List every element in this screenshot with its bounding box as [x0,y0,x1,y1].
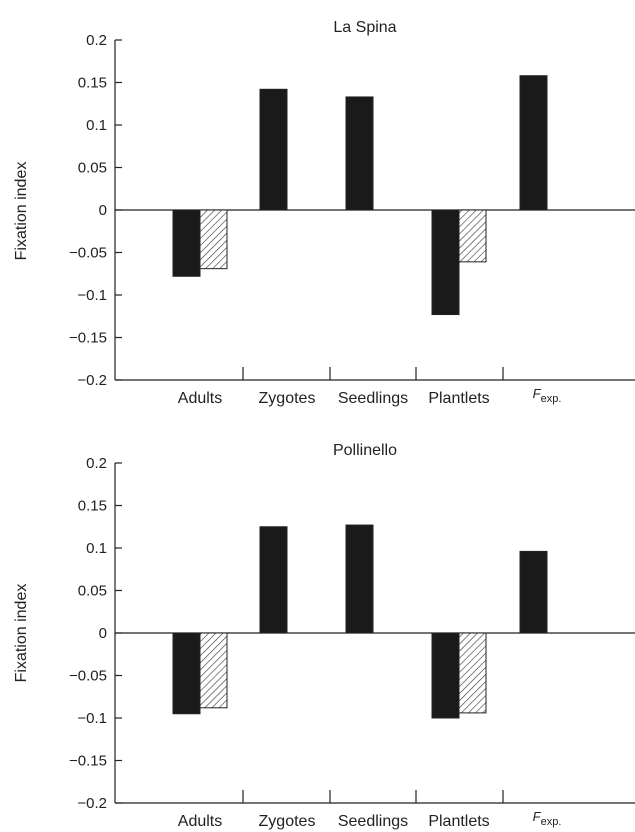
y-tick-label: 0.1 [86,540,107,557]
y-axis-label: Fixation index [13,584,30,683]
bar-f-solid [520,551,547,633]
y-tick-label: 0.15 [78,75,107,92]
y-ticks: 0.2 0.15 0.1 0.05 0 −0.05 −0.1 −0.15 −0.2 [69,32,122,389]
y-tick-label: −0.2 [77,795,107,812]
y-tick-label: 0.2 [86,32,107,49]
bar-plantlets-solid [432,633,459,718]
bar-adults-solid [173,633,200,714]
bar-adults-hatched [200,210,227,269]
chart-title: Pollinello [333,442,397,459]
bar-plantlets-hatched [459,633,486,713]
y-tick-label: 0.15 [78,498,107,515]
x-tick-label: Fexp. [533,809,562,828]
bars [173,76,547,315]
bar-plantlets-solid [432,210,459,315]
y-tick-label: 0.05 [78,583,107,600]
bar-f-solid [520,76,547,210]
chart-title: La Spina [333,19,396,36]
x-tick-label: Zygotes [259,813,316,830]
y-tick-label: 0 [99,202,107,219]
x-tick-label: Seedlings [338,390,408,407]
bar-adults-hatched [200,633,227,708]
bar-adults-solid [173,210,200,276]
y-tick-label: −0.05 [69,245,107,262]
y-tick-label: 0.1 [86,117,107,134]
bar-seedlings-solid [346,97,373,210]
x-tick-label: Adults [178,813,222,830]
bar-seedlings-solid [346,525,373,633]
y-tick-label: 0.2 [86,455,107,472]
chart-panel-la-spina: La Spina Fixation index 0.2 0.15 0.1 0.05 0 −… [13,19,635,407]
x-tick-label: Fexp. [533,386,562,405]
bar-zygotes-solid [260,527,287,633]
x-tick-label: Plantlets [428,390,489,407]
y-tick-label: −0.15 [69,753,107,770]
bars [173,525,547,718]
y-tick-label: −0.05 [69,668,107,685]
y-axis-label: Fixation index [13,162,30,261]
x-tick-label: Seedlings [338,813,408,830]
x-tick-label: Plantlets [428,813,489,830]
bar-zygotes-solid [260,89,287,210]
x-ticks: Adults Zygotes Seedlings Plantlets Fexp. [178,790,562,830]
y-tick-label: 0.05 [78,160,107,177]
y-tick-label: −0.2 [77,372,107,389]
x-ticks: Adults Zygotes Seedlings Plantlets Fexp. [178,367,562,407]
y-tick-label: 0 [99,625,107,642]
bar-plantlets-hatched [459,210,486,262]
chart-panel-pollinello: Pollinello Fixation index 0.2 0.15 0.1 0.05… [13,442,635,830]
x-tick-label: Zygotes [259,390,316,407]
y-tick-label: −0.1 [77,287,107,304]
y-ticks: 0.2 0.15 0.1 0.05 0 −0.05 −0.1 −0.15 −0.2 [69,455,122,812]
y-tick-label: −0.15 [69,330,107,347]
x-tick-label: Adults [178,390,222,407]
y-tick-label: −0.1 [77,710,107,727]
